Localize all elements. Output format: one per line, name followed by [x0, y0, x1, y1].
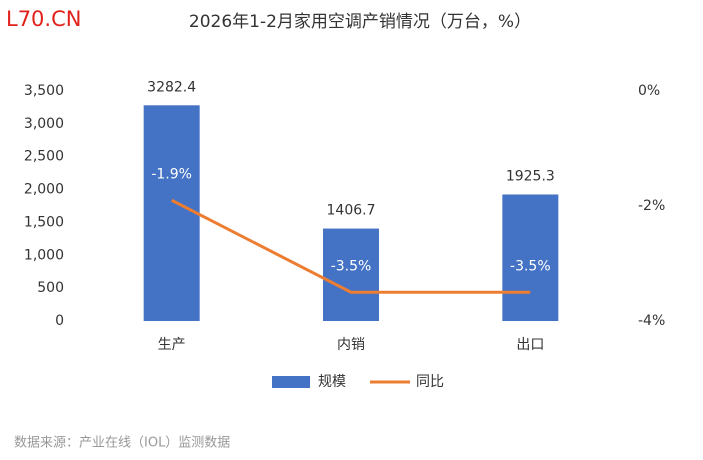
x-tick-label: 内销 — [337, 337, 365, 353]
y-tick-label: 3,000 — [24, 116, 64, 132]
y-tick-label: 3,500 — [24, 83, 64, 99]
legend-swatch — [272, 376, 310, 388]
bar-value-label: 1925.3 — [506, 168, 555, 184]
y-tick-label: 0 — [55, 313, 64, 329]
bar — [502, 194, 559, 321]
y2-tick-label: -2% — [638, 198, 665, 214]
y-tick-label: 2,500 — [24, 149, 64, 165]
y-tick-label: 2,000 — [24, 182, 64, 198]
bar-value-label: 1406.7 — [327, 203, 376, 219]
bar-value-label: 3282.4 — [147, 79, 196, 95]
y-tick-label: 1,000 — [24, 247, 64, 263]
x-tick-label: 生产 — [158, 337, 186, 353]
y2-tick-label: -4% — [638, 313, 665, 329]
bar — [323, 228, 379, 321]
x-tick-label: 出口 — [516, 337, 544, 353]
line-value-label: -1.9% — [151, 166, 192, 182]
line-value-label: -3.5% — [510, 258, 551, 274]
y-tick-label: 1,500 — [24, 214, 64, 230]
y-tick-label: 500 — [37, 280, 64, 296]
chart-title: 2026年1-2月家用空调产销情况（万台，%） — [189, 12, 531, 32]
bar — [143, 105, 200, 321]
legend-label: 规模 — [318, 374, 346, 390]
line — [170, 198, 531, 294]
line-value-label: -3.5% — [331, 258, 372, 274]
legend-label: 同比 — [416, 374, 444, 390]
source: 数据来源：产业在线（IOL）监测数据 — [14, 436, 230, 451]
y2-tick-label: 0% — [638, 83, 660, 99]
logo: L70.CN — [6, 7, 81, 31]
